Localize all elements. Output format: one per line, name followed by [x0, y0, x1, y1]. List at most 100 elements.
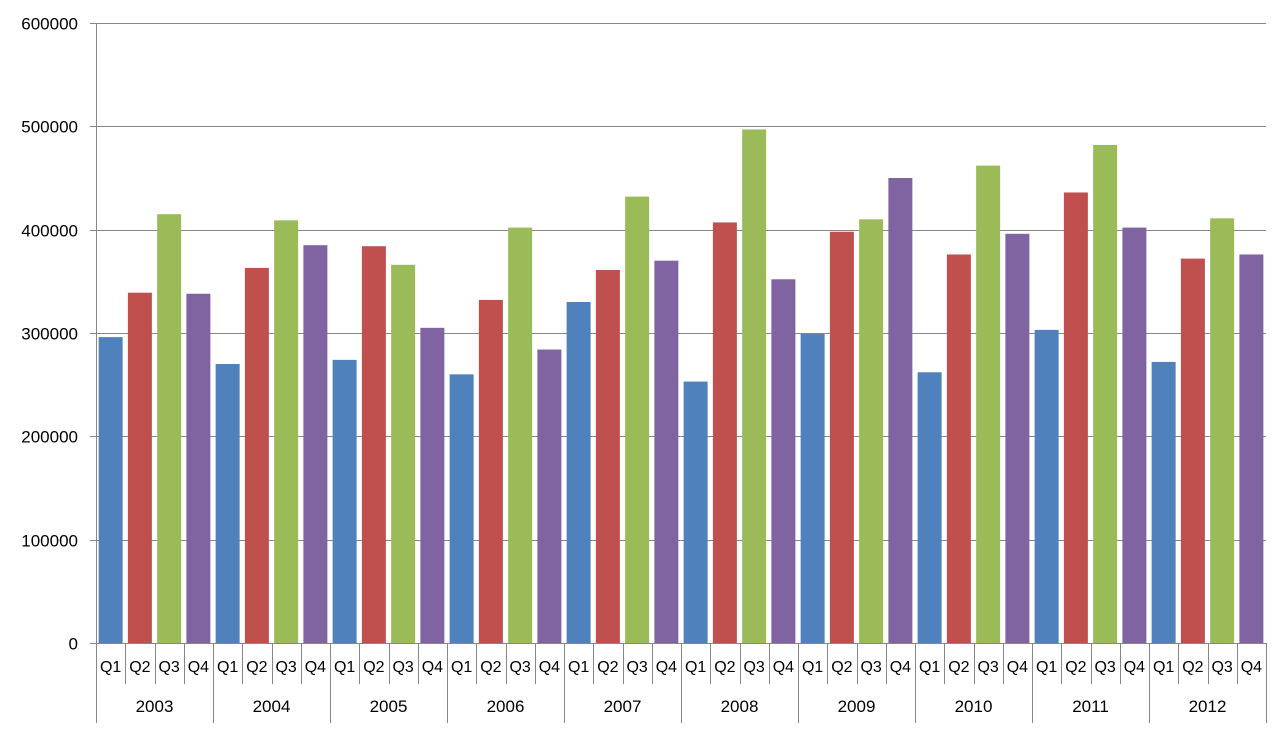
- quarter-label: Q2: [714, 659, 735, 676]
- quarter-label: Q3: [1094, 659, 1115, 676]
- bar-2009-q3: [859, 219, 884, 643]
- quarter-label: Q1: [802, 659, 823, 676]
- y-tick-label: 600000: [21, 15, 78, 34]
- bar-2003-q2: [127, 292, 152, 643]
- quarter-label: Q3: [275, 659, 296, 676]
- y-tick-label: 300000: [21, 325, 78, 344]
- quarter-label: Q2: [831, 659, 852, 676]
- quarter-label: Q4: [890, 659, 911, 676]
- bar-2008-q4: [771, 279, 796, 643]
- bar-2004-q4: [303, 245, 328, 644]
- x-axis-labels: Q1 Q2 Q3 Q4 2003 Q1 Q2 Q3 Q4 2004 Q1 Q2 Q3 Q4 2005 Q1 Q2…: [100, 659, 1262, 716]
- quarter-label: Q2: [597, 659, 618, 676]
- quarter-label: Q4: [188, 659, 209, 676]
- year-label-2011: 2011: [1072, 697, 1109, 716]
- bar-2010-q3: [976, 165, 1001, 643]
- quarter-label: Q2: [948, 659, 969, 676]
- bar-2008-q2: [712, 222, 737, 643]
- year-label-2010: 2010: [955, 697, 993, 716]
- bar-2006-q2: [478, 299, 503, 643]
- quarter-label: Q4: [656, 659, 677, 676]
- y-tick-label: 500000: [21, 118, 78, 137]
- bar-2009-q1: [800, 334, 825, 643]
- y-tick-label: 400000: [21, 222, 78, 241]
- bar-2004-q3: [274, 220, 299, 643]
- bar-2004-q2: [244, 267, 269, 643]
- quarter-label: Q3: [509, 659, 530, 676]
- quarter-label: Q4: [1241, 659, 1262, 676]
- y-tick-label: 200000: [21, 428, 78, 447]
- bar-2007-q2: [595, 269, 620, 643]
- bar-2011-q1: [1034, 329, 1059, 643]
- bar-2010-q2: [946, 254, 971, 643]
- y-axis-tick-labels: 0 100000 200000 300000 400000 500000 600000: [21, 15, 78, 654]
- bar-2007-q4: [654, 260, 679, 643]
- quarter-label: Q4: [1007, 659, 1028, 676]
- bar-2007-q1: [566, 302, 591, 643]
- bar-2011-q4: [1122, 227, 1147, 643]
- quarter-label: Q4: [1124, 659, 1145, 676]
- bar-2012-q3: [1210, 218, 1235, 644]
- bar-2012-q1: [1151, 361, 1176, 643]
- year-label-2006: 2006: [487, 697, 525, 716]
- bar-2005-q4: [420, 327, 445, 643]
- quarter-label: Q2: [363, 659, 384, 676]
- quarter-label: Q2: [129, 659, 150, 676]
- quarter-label: Q2: [1182, 659, 1203, 676]
- quarter-label: Q4: [539, 659, 560, 676]
- bar-2003-q4: [186, 293, 211, 643]
- bar-2010-q4: [1005, 233, 1030, 644]
- bar-2007-q3: [625, 196, 650, 643]
- year-label-2007: 2007: [604, 697, 642, 716]
- quarter-label: Q3: [743, 659, 764, 676]
- bar-2006-q3: [508, 227, 533, 643]
- bar-2012-q2: [1180, 258, 1205, 643]
- y-tick-label: 0: [69, 635, 78, 654]
- quarter-label: Q2: [480, 659, 501, 676]
- quarter-label: Q3: [626, 659, 647, 676]
- bar-2009-q2: [829, 231, 854, 644]
- year-label-2004: 2004: [253, 697, 291, 716]
- quarter-label: Q1: [685, 659, 706, 676]
- quarter-label: Q3: [977, 659, 998, 676]
- quarter-label: Q4: [773, 659, 794, 676]
- bar-2009-q4: [888, 178, 913, 643]
- year-label-2009: 2009: [838, 697, 876, 716]
- bar-2003-q1: [98, 337, 123, 643]
- axes: [90, 23, 1267, 723]
- year-label-2012: 2012: [1189, 697, 1227, 716]
- bar-2005-q3: [391, 264, 416, 643]
- quarter-label: Q4: [305, 659, 326, 676]
- bar-2004-q1: [215, 364, 240, 643]
- bar-2003-q3: [157, 214, 182, 644]
- quarter-label: Q3: [392, 659, 413, 676]
- year-label-2005: 2005: [370, 697, 408, 716]
- bar-2008-q1: [683, 381, 708, 643]
- gridlines: [96, 23, 1266, 541]
- bar-2005-q2: [361, 246, 386, 643]
- bar-2008-q3: [742, 129, 767, 643]
- quarter-label: Q1: [1036, 659, 1057, 676]
- quarter-label: Q1: [217, 659, 238, 676]
- quarter-label: Q1: [451, 659, 472, 676]
- bar-2011-q3: [1093, 144, 1118, 643]
- quarter-label: Q3: [1211, 659, 1232, 676]
- bar-2005-q1: [332, 359, 357, 643]
- quarter-label: Q1: [334, 659, 355, 676]
- quarter-label: Q2: [1065, 659, 1086, 676]
- quarter-label: Q1: [568, 659, 589, 676]
- bar-2012-q4: [1239, 254, 1264, 643]
- bar-2006-q1: [449, 374, 474, 643]
- year-label-2008: 2008: [721, 697, 759, 716]
- quarter-label: Q1: [919, 659, 940, 676]
- bar-2006-q4: [537, 349, 562, 643]
- quarter-label: Q3: [158, 659, 179, 676]
- bar-2010-q1: [917, 372, 942, 643]
- quarter-label: Q3: [860, 659, 881, 676]
- bars: [98, 129, 1264, 644]
- quarter-label: Q1: [100, 659, 121, 676]
- quarter-label: Q2: [246, 659, 267, 676]
- quarter-label: Q4: [422, 659, 443, 676]
- y-tick-label: 100000: [21, 532, 78, 551]
